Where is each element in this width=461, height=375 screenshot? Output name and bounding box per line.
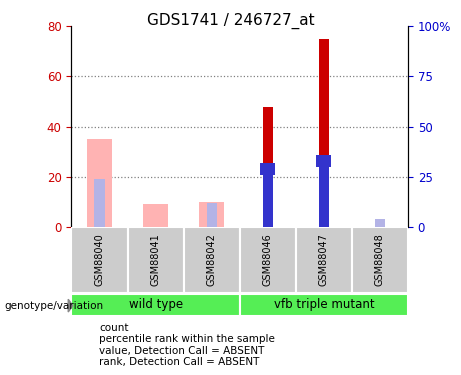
Bar (316, 154, 331, 166)
Bar (87, 139, 112, 227)
Bar (240, 294, 408, 316)
Text: genotype/variation: genotype/variation (5, 301, 104, 310)
Text: percentile rank within the sample: percentile rank within the sample (99, 334, 275, 344)
Bar (71, 227, 128, 292)
Text: rank, Detection Call = ABSENT: rank, Detection Call = ABSENT (99, 357, 260, 367)
Bar (183, 227, 240, 292)
Text: GSM88042: GSM88042 (207, 233, 217, 286)
Bar (240, 227, 296, 292)
Text: GSM88041: GSM88041 (151, 233, 160, 286)
Bar (296, 227, 352, 292)
Text: vfb triple mutant: vfb triple mutant (273, 298, 374, 311)
Polygon shape (68, 299, 73, 312)
Text: GSM88047: GSM88047 (319, 233, 329, 286)
Text: GSM88046: GSM88046 (263, 233, 273, 286)
Text: value, Detection Call = ABSENT: value, Detection Call = ABSENT (99, 346, 265, 355)
Bar (207, 203, 217, 227)
Bar (352, 227, 408, 292)
Bar (199, 202, 225, 227)
Text: GSM88048: GSM88048 (375, 233, 385, 286)
Bar (375, 219, 385, 227)
Text: wild type: wild type (129, 298, 183, 311)
Text: GDS1741 / 246727_at: GDS1741 / 246727_at (147, 13, 314, 29)
Bar (128, 227, 183, 292)
Bar (143, 204, 168, 227)
Bar (263, 106, 273, 227)
Bar (260, 163, 275, 175)
Bar (95, 179, 105, 227)
Bar (71, 294, 240, 316)
Text: GSM88040: GSM88040 (95, 233, 105, 286)
Text: count: count (99, 323, 129, 333)
Bar (319, 160, 329, 227)
Bar (319, 39, 329, 227)
Bar (263, 169, 273, 227)
